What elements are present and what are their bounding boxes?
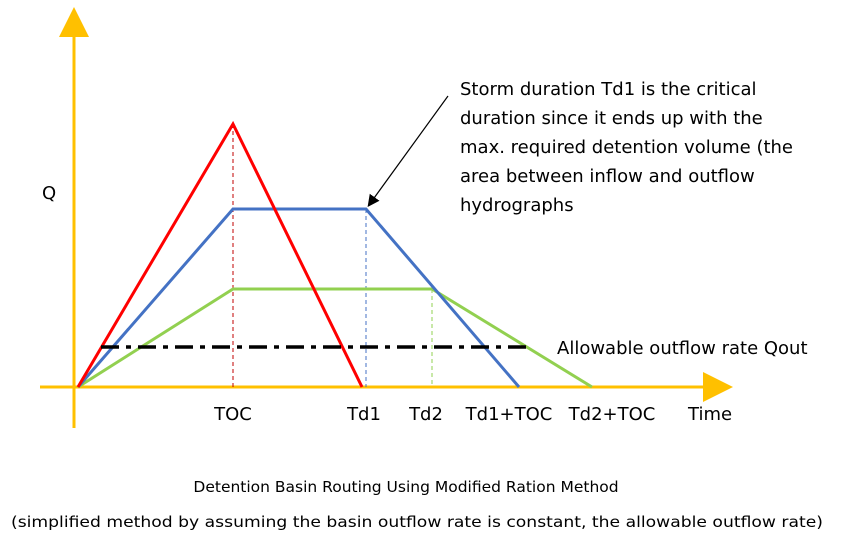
red-hydrograph	[76, 120, 364, 388]
tick-label-toc: TOC	[213, 404, 252, 425]
annotation-line: Storm duration Td1 is the critical	[460, 79, 757, 100]
tick-label-td2-toc: Td2+TOC	[568, 404, 656, 425]
caption-subtitle: (simplified method by assuming the basin…	[11, 513, 823, 531]
tick-label-td1-toc: Td1+TOC	[465, 404, 553, 425]
annotation-line: hydrographs	[460, 195, 574, 216]
blue-hydrograph	[76, 207, 521, 388]
annotation-line: duration since it ends up with the	[460, 108, 763, 129]
annotation-arrow	[367, 95, 449, 207]
annotation-line: area between inflow and outflow	[460, 166, 755, 187]
tick-label-td1: Td1	[346, 404, 381, 425]
tick-label-td2: Td2	[408, 404, 443, 425]
annotation-line: max. required detention volume (the	[460, 137, 793, 158]
allowable-outflow-label: Allowable outflow rate Qout	[557, 338, 808, 359]
x-axis-label: Time	[687, 404, 732, 425]
green-hydrograph	[77, 287, 593, 389]
caption-title: Detention Basin Routing Using Modified R…	[193, 478, 618, 496]
y-axis-label: Q	[42, 183, 56, 204]
